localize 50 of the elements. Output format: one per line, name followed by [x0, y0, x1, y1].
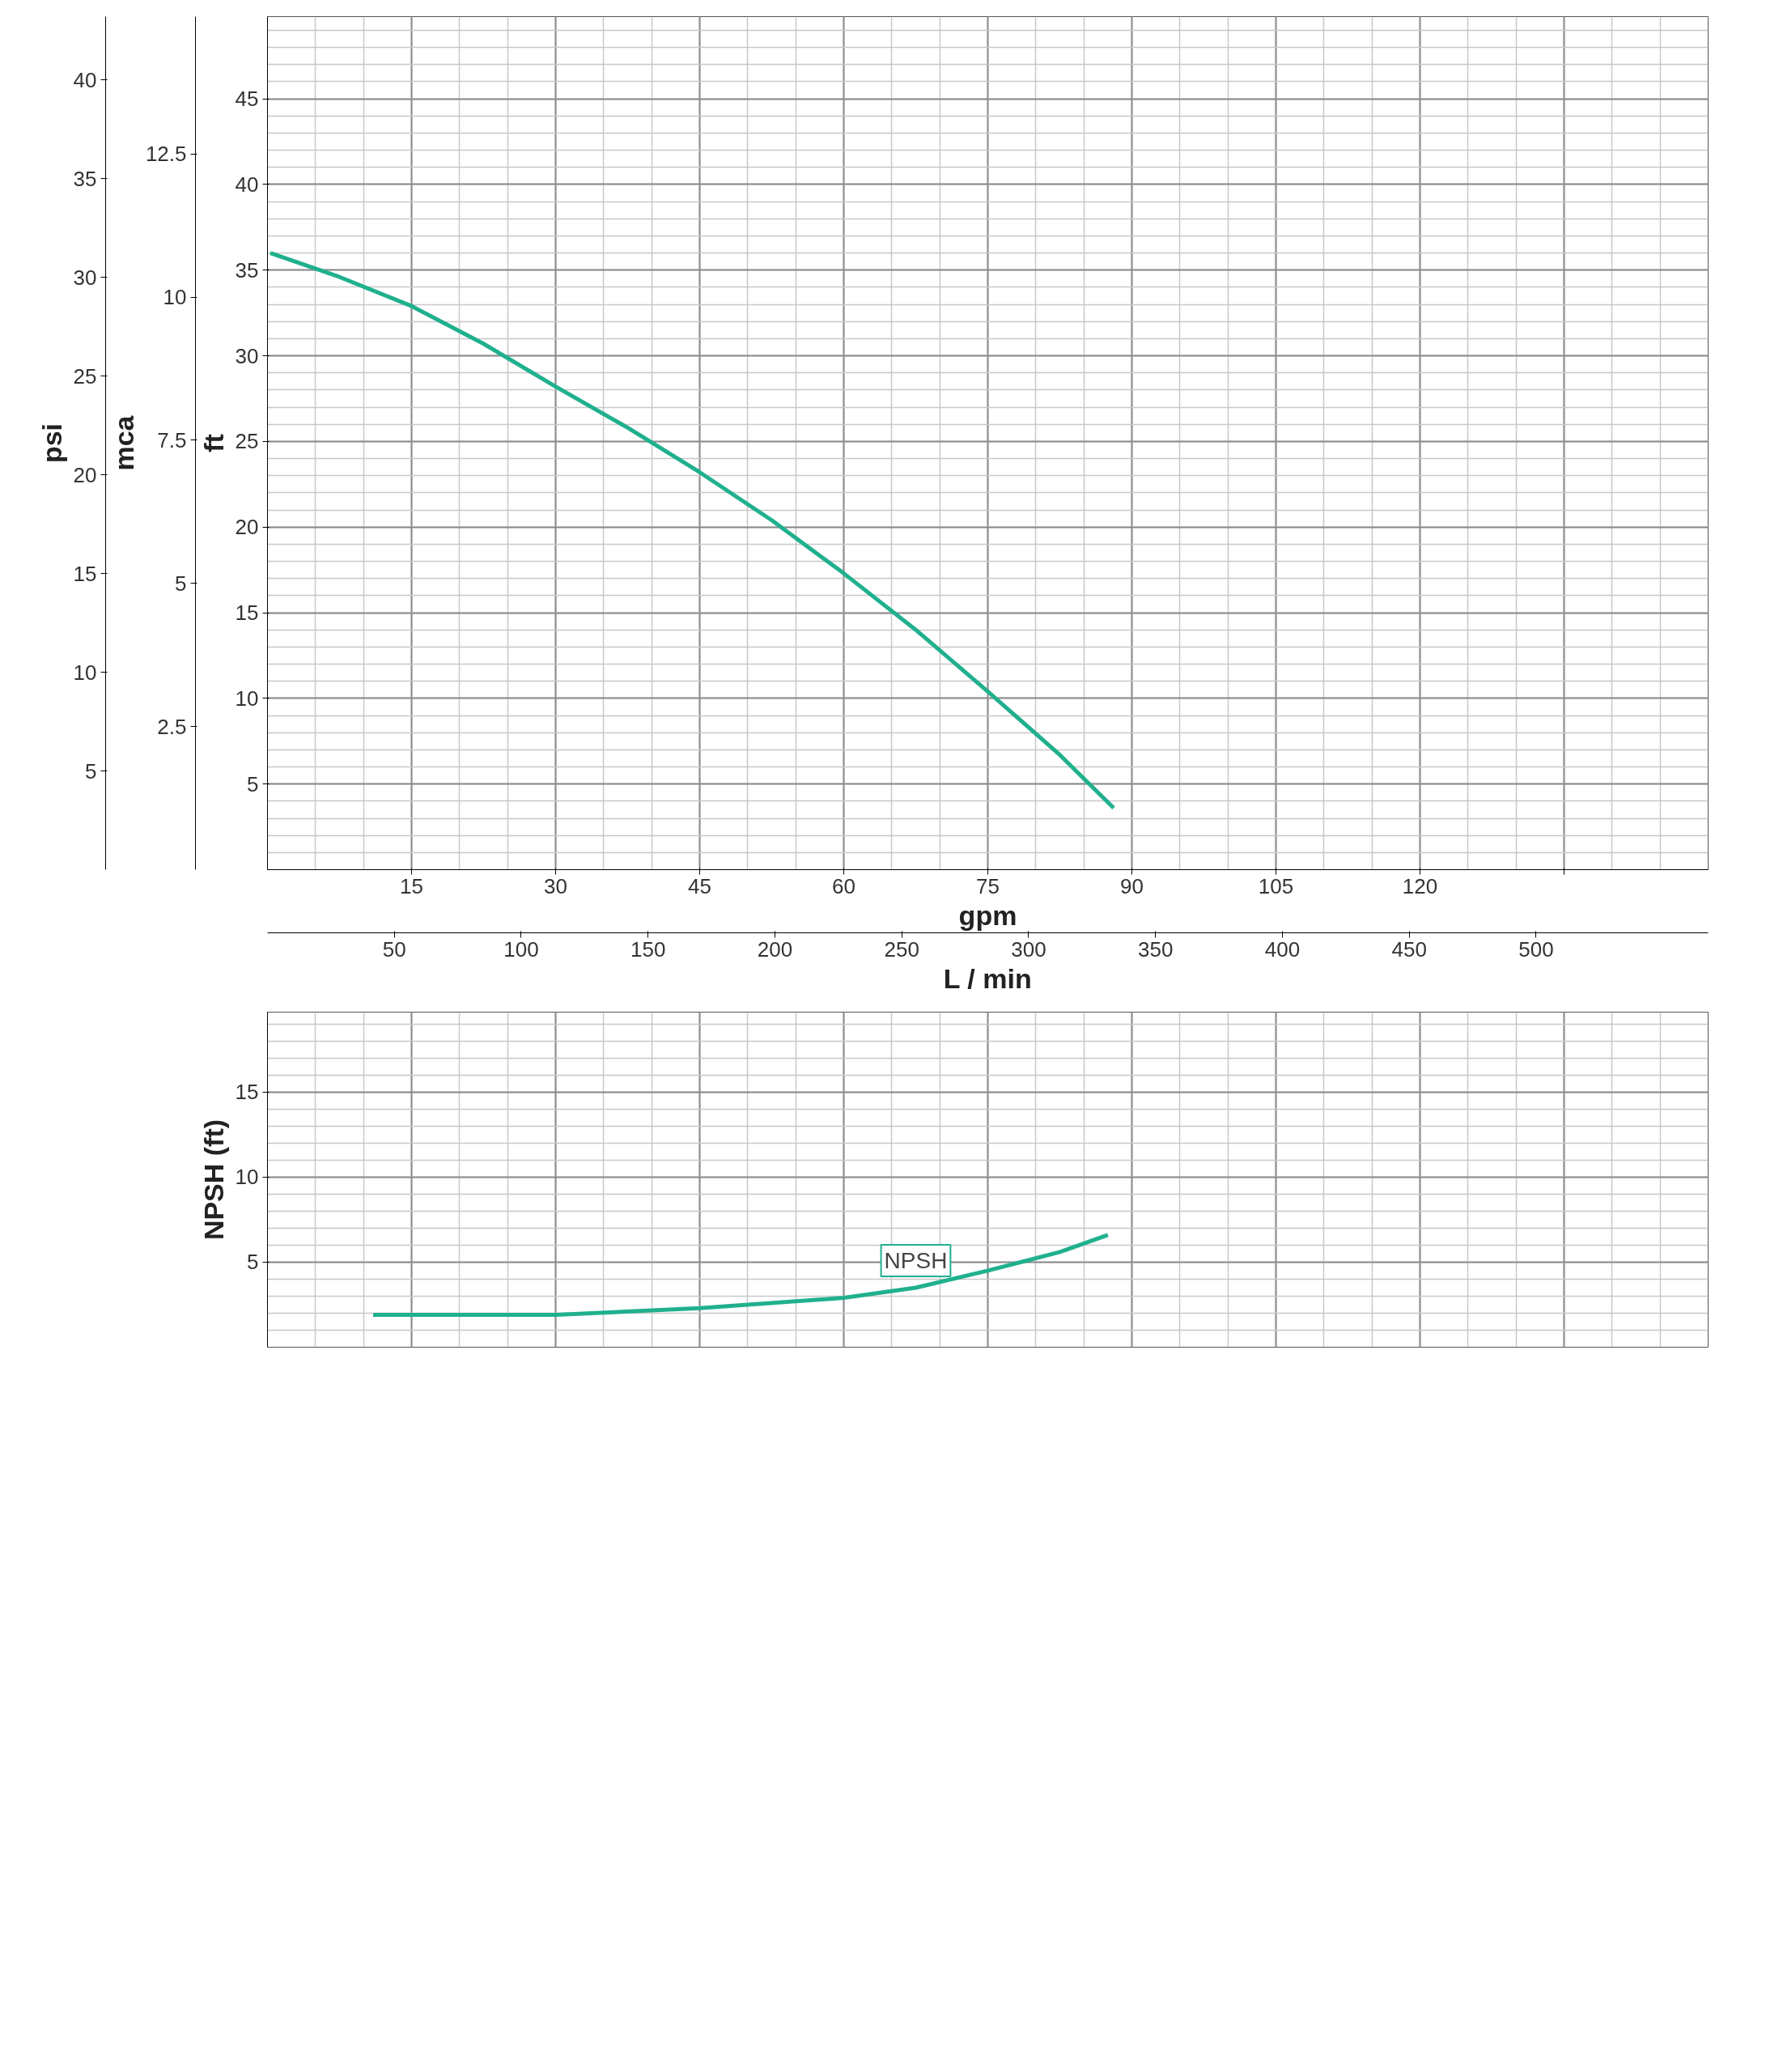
- x-axis-title: gpm: [958, 899, 1017, 931]
- y2-tick-label: 2.5: [157, 714, 187, 739]
- x-tick-label: 75: [976, 873, 1000, 898]
- y-tick-label: 45: [235, 87, 259, 112]
- y2-tick-label: 10: [163, 285, 187, 310]
- y3-tick-label: 25: [73, 363, 97, 388]
- y-tick-label: 5: [247, 771, 259, 796]
- x2-tick-label: 150: [630, 936, 666, 962]
- x2-tick-label: 200: [757, 936, 793, 962]
- y-tick-label: 20: [235, 515, 259, 540]
- x2-tick-label: 450: [1391, 936, 1427, 962]
- y3-tick-label: 40: [73, 67, 97, 92]
- y-tick-label: 10: [235, 1165, 259, 1190]
- x2-axis-title: L / min: [943, 962, 1032, 994]
- y-tick-label: 40: [235, 172, 259, 197]
- y3-tick-label: 30: [73, 265, 97, 290]
- series-label: NPSH: [884, 1247, 948, 1273]
- x-tick-label: 45: [688, 873, 711, 898]
- y-tick-label: 30: [235, 343, 259, 368]
- x2-tick-label: 250: [884, 936, 919, 962]
- y-axis-title: NPSH (ft): [197, 1119, 229, 1241]
- x-tick-label: 15: [400, 873, 423, 898]
- y-tick-label: 5: [247, 1250, 259, 1275]
- y2-tick-label: 12.5: [145, 142, 187, 167]
- y3-axis-title: psi: [36, 422, 67, 464]
- x-tick-label: 90: [1120, 873, 1144, 898]
- y-tick-label: 10: [235, 686, 259, 711]
- y-tick-label: 25: [235, 429, 259, 454]
- y3-tick-label: 35: [73, 166, 97, 191]
- x2-tick-label: 100: [503, 936, 539, 962]
- y3-tick-label: 20: [73, 462, 97, 487]
- y2-tick-label: 7.5: [157, 427, 187, 452]
- y-tick-label: 35: [235, 257, 259, 282]
- x-tick-label: 120: [1402, 873, 1438, 898]
- y3-tick-label: 15: [73, 561, 97, 586]
- y-tick-label: 15: [235, 601, 259, 626]
- y-axis-title: ft: [197, 434, 229, 452]
- x-tick-label: 60: [832, 873, 855, 898]
- y3-tick-label: 10: [73, 660, 97, 685]
- y2-axis-title: mca: [108, 414, 139, 471]
- y2-tick-label: 5: [175, 571, 187, 596]
- x2-tick-label: 300: [1011, 936, 1046, 962]
- x-tick-label: 30: [544, 873, 567, 898]
- y-tick-label: 15: [235, 1080, 259, 1105]
- y3-tick-label: 5: [85, 758, 97, 783]
- x2-tick-label: 500: [1518, 936, 1554, 962]
- x2-tick-label: 400: [1264, 936, 1301, 962]
- x2-tick-label: 350: [1138, 936, 1174, 962]
- x-tick-label: 105: [1258, 873, 1294, 898]
- x2-tick-label: 50: [382, 936, 406, 962]
